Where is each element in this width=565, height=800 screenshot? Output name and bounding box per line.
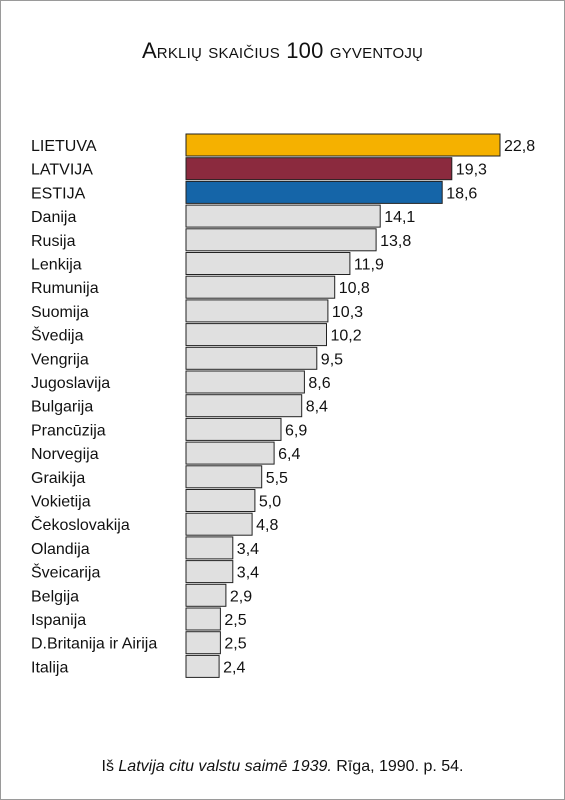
category-label-prancuzija: Prancūzija: [31, 422, 106, 439]
category-label-rusija: Rusija: [31, 233, 76, 250]
chart-title: Arklių skaičius 100 gyventojų: [141, 38, 424, 63]
bar-cekoslovakija: [185, 512, 253, 536]
value-label-norvegija: 6,4: [278, 446, 300, 463]
bar-estija: [185, 180, 443, 204]
source-suffix: Rīga, 1990. p. 54.: [331, 758, 464, 775]
bar-vengrija: [185, 346, 318, 370]
value-label-rusija: 13,8: [380, 233, 411, 250]
bar-norvegija: [185, 441, 275, 465]
category-label-lietuva: LIETUVA: [31, 138, 97, 155]
value-label-belgija: 2,9: [230, 588, 252, 605]
category-label-svedija: Švedija: [31, 326, 84, 345]
value-label-lietuva: 22,8: [504, 138, 535, 155]
bar-latvija: [185, 157, 453, 181]
bar-lietuva: [185, 133, 501, 157]
category-label-lenkija: Lenkija: [31, 257, 82, 274]
value-label-suomija: 10,3: [332, 304, 363, 321]
category-label-vengrija: Vengrija: [31, 351, 89, 368]
category-label-olandija: Olandija: [31, 541, 90, 558]
value-label-italija: 2,4: [223, 659, 245, 676]
bar-jugoslavija: [185, 370, 305, 394]
source-work-title: Latvija citu valstu saimē 1939.: [118, 758, 332, 775]
value-label-danija: 14,1: [384, 209, 415, 226]
source-note: Iš Latvija citu valstu saimē 1939. Rīga,…: [0, 758, 565, 776]
value-label-prancuzija: 6,9: [285, 422, 307, 439]
category-label-estija: ESTIJA: [31, 185, 86, 202]
value-label-d-britanija-ir-airija: 2,5: [224, 636, 246, 653]
value-label-rumunija: 10,8: [339, 280, 370, 297]
value-label-olandija: 3,4: [237, 541, 259, 558]
source-prefix: Iš: [101, 758, 119, 775]
category-label-rumunija: Rumunija: [31, 280, 99, 297]
bar-rumunija: [185, 275, 336, 299]
category-label-d-britanija-ir-airija: D.Britanija ir Airija: [31, 636, 157, 653]
bar-graikija: [185, 465, 263, 489]
category-label-suomija: Suomija: [31, 304, 89, 321]
bar-suomija: [185, 299, 329, 323]
category-label-sveicarija: Šveicarija: [31, 563, 100, 582]
category-label-cekoslovakija: Čekoslovakija: [31, 515, 130, 534]
value-label-vengrija: 9,5: [321, 351, 343, 368]
category-label-vokietija: Vokietija: [31, 494, 91, 511]
category-label-belgija: Belgija: [31, 588, 79, 605]
value-label-vokietija: 5,0: [259, 494, 281, 511]
value-label-jugoslavija: 8,6: [308, 375, 330, 392]
category-label-latvija: LATVIJA: [31, 162, 93, 179]
bar-d-britanija-ir-airija: [185, 631, 221, 655]
bar-sveicarija: [185, 560, 234, 584]
category-label-italija: Italija: [31, 659, 68, 676]
value-label-cekoslovakija: 4,8: [256, 517, 278, 534]
category-label-ispanija: Ispanija: [31, 612, 86, 629]
bar-danija: [185, 204, 381, 228]
bar-rusija: [185, 228, 377, 252]
bar-lenkija: [185, 252, 351, 275]
bar-prancuzija: [185, 417, 282, 441]
bar-bulgarija: [185, 394, 303, 418]
value-label-sveicarija: 3,4: [237, 565, 259, 582]
value-label-graikija: 5,5: [266, 470, 288, 487]
value-label-latvija: 19,3: [456, 162, 487, 179]
value-label-ispanija: 2,5: [224, 612, 246, 629]
value-label-svedija: 10,2: [331, 328, 362, 345]
value-label-bulgarija: 8,4: [306, 399, 328, 416]
bar-italija: [185, 654, 220, 678]
bar-ispanija: [185, 607, 221, 631]
category-label-norvegija: Norvegija: [31, 446, 99, 463]
category-label-jugoslavija: Jugoslavija: [31, 375, 110, 392]
category-label-bulgarija: Bulgarija: [31, 399, 93, 416]
value-label-estija: 18,6: [446, 185, 477, 202]
bar-olandija: [185, 536, 234, 560]
bar-vokietija: [185, 489, 256, 512]
value-label-lenkija: 11,9: [354, 257, 384, 274]
category-label-danija: Danija: [31, 209, 76, 226]
category-label-graikija: Graikija: [31, 470, 85, 487]
bar-belgija: [185, 583, 227, 607]
bar-svedija: [185, 323, 327, 347]
